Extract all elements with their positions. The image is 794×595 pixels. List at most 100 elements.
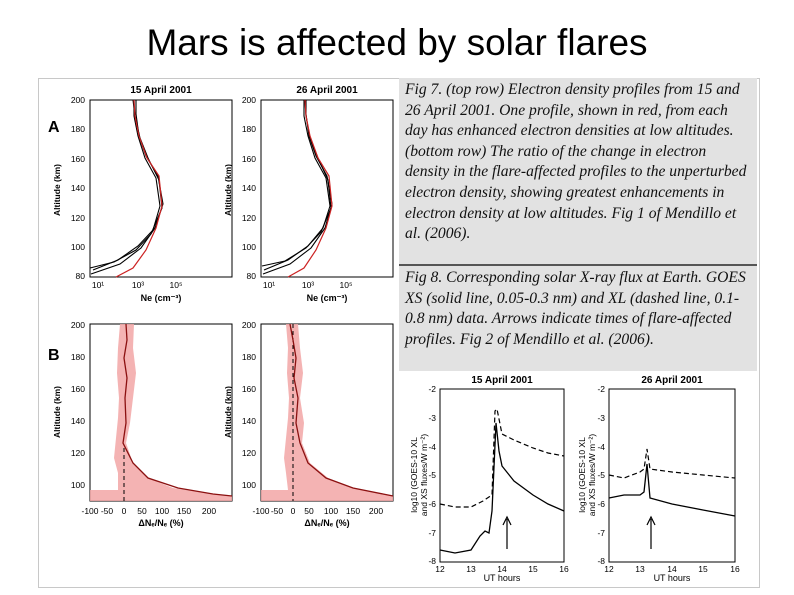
row-label-b: B [48, 347, 60, 364]
ylabel: Altitude (km) [223, 386, 233, 438]
ytick: 200 [242, 95, 256, 105]
density-profile-red [115, 99, 163, 278]
ytick: 160 [242, 384, 256, 394]
density-profile-black [263, 100, 331, 271]
ylabel: and XS fluxes/W m⁻²) [587, 434, 597, 517]
xtick: 16 [730, 564, 740, 574]
density-profile-red [287, 99, 333, 278]
xlabel: UT hours [654, 573, 691, 583]
ytick: 160 [242, 154, 256, 164]
xtick: 0 [291, 506, 296, 516]
fig8-panels: 15 April 2001 log10 (GOES-10 XL and XS f… [409, 375, 740, 583]
xs-flux-solid [439, 422, 565, 554]
ytick: 120 [242, 448, 256, 458]
xtick: 100 [324, 506, 338, 516]
xl-flux-dashed [608, 448, 736, 479]
xtick: 150 [346, 506, 360, 516]
xtick: 50 [137, 506, 147, 516]
ytick: 80 [76, 271, 86, 281]
xtick: 16 [559, 564, 569, 574]
ytick: 100 [71, 242, 85, 252]
ratio-profile [289, 323, 394, 497]
ylabel: and XS fluxes/W m⁻²) [419, 434, 429, 517]
xlabel: Ne (cm⁻³) [141, 293, 182, 303]
ytick: -2 [428, 384, 436, 394]
xtick: 10³ [132, 280, 144, 290]
ytick: -8 [428, 556, 436, 566]
ytick: 180 [71, 352, 85, 362]
xl-flux-dashed [439, 407, 565, 508]
xtick: 10¹ [92, 280, 104, 290]
caption-divider [399, 264, 757, 266]
ylabel: Altitude (km) [52, 386, 62, 438]
plot-frame [89, 323, 233, 502]
panel-title: 26 April 2001 [641, 375, 703, 386]
ytick: 140 [71, 183, 85, 193]
ylabel: log10 (GOES-10 XL [409, 437, 419, 513]
ytick: 160 [71, 154, 85, 164]
ytick: -8 [597, 556, 605, 566]
xtick: 15 [528, 564, 538, 574]
xtick: 13 [635, 564, 645, 574]
ytick: 180 [242, 352, 256, 362]
ytick: -6 [597, 499, 605, 509]
fig7-caption: Fig 7. (top row) Electron density profil… [399, 78, 757, 264]
ylabel: Altitude (km) [223, 164, 233, 216]
fig7-b-left-panel: Altitude (km) ΔNₑ/Nₑ (%) 200 180 160 140… [52, 320, 233, 528]
arrow-icon [646, 515, 656, 549]
ytick: -3 [428, 413, 436, 423]
xtick: 200 [202, 506, 216, 516]
plot-frame [89, 99, 233, 278]
ytick: 120 [242, 213, 256, 223]
xtick: 100 [155, 506, 169, 516]
ratio-profile [122, 323, 233, 497]
xtick: -100 [81, 506, 98, 516]
ytick: 100 [242, 242, 256, 252]
ytick: 140 [242, 183, 256, 193]
ytick: -6 [428, 499, 436, 509]
fig8-right-panel: 26 April 2001 log10 (GOES-10 XL and XS f… [577, 375, 740, 583]
xtick: 13 [466, 564, 476, 574]
xtick: 50 [304, 506, 314, 516]
xtick: 200 [369, 506, 383, 516]
density-profile-black [92, 100, 161, 271]
xtick: -100 [252, 506, 269, 516]
ytick: -4 [597, 442, 605, 452]
ytick: -2 [597, 384, 605, 394]
xtick: 150 [177, 506, 191, 516]
ytick: -7 [428, 528, 436, 538]
ytick: 100 [242, 480, 256, 490]
fig8-left-panel: 15 April 2001 log10 (GOES-10 XL and XS f… [409, 375, 569, 583]
xtick: 12 [435, 564, 445, 574]
xtick: 10³ [302, 280, 314, 290]
ytick: 140 [242, 416, 256, 426]
density-profile-black [262, 100, 333, 275]
fig7-b-right-panel: Altitude (km) ΔNₑ/Nₑ (%) 200 180 160 140… [223, 320, 394, 528]
uncertainty-band [261, 324, 393, 501]
ytick: 180 [242, 124, 256, 134]
xtick: 12 [604, 564, 614, 574]
panel-title: 15 April 2001 [130, 85, 192, 96]
ytick: 100 [71, 480, 85, 490]
ytick: 200 [71, 320, 85, 330]
ytick: 120 [71, 448, 85, 458]
xlabel: UT hours [484, 573, 521, 583]
ytick: 200 [71, 95, 85, 105]
ytick: -5 [428, 470, 436, 480]
xtick: -50 [271, 506, 284, 516]
xtick: 0 [122, 506, 127, 516]
fig7-a-left-panel: 15 April 2001 Altitude (km) Ne (cm⁻³) 20… [52, 85, 233, 303]
ytick: -7 [597, 528, 605, 538]
ytick: 200 [242, 320, 256, 330]
plot-frame [260, 323, 394, 502]
xlabel: ΔNₑ/Nₑ (%) [138, 518, 183, 528]
plot-frame [608, 388, 736, 563]
xtick: 15 [698, 564, 708, 574]
slide-title: Mars is affected by solar flares [146, 22, 648, 63]
ylabel: Altitude (km) [52, 164, 62, 216]
panel-title: 15 April 2001 [471, 375, 533, 386]
density-profile-black [89, 99, 163, 269]
xs-flux-solid [608, 463, 736, 517]
ytick: -4 [428, 442, 436, 452]
ytick: -3 [597, 413, 605, 423]
